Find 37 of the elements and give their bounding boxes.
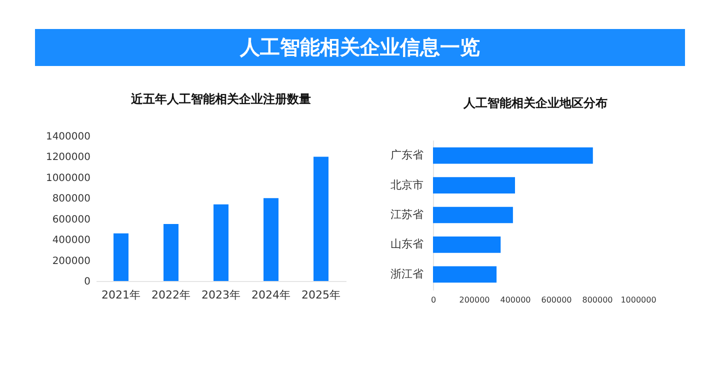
x-tick-label: 2025年 [302, 288, 340, 302]
chart-title: 近五年人工智能相关企业注册数量 [130, 92, 311, 106]
x-tick-label: 2023年 [202, 288, 240, 302]
bar [164, 224, 178, 281]
x-tick-label: 0 [430, 296, 436, 304]
y-tick-label: 800000 [52, 194, 90, 205]
y-tick-label: 广东省 [390, 148, 424, 162]
x-tick-label: 600000 [541, 296, 572, 304]
y-tick-label: 200000 [52, 256, 90, 267]
bar [433, 177, 515, 194]
y-tick-label: 400000 [52, 235, 90, 246]
bar [264, 198, 278, 281]
text: 人工智能相关企业信息一览 [35, 29, 685, 66]
y-tick-label: 600000 [52, 214, 90, 226]
bar [433, 266, 497, 283]
y-tick-label: 北京市 [390, 178, 424, 192]
y-tick-label: 1200000 [46, 152, 90, 164]
y-tick-label: 1000000 [46, 172, 90, 184]
bar [433, 206, 513, 224]
chart-title: 人工智能相关企业地区分布 [462, 96, 608, 110]
bar [314, 156, 328, 281]
bar [114, 233, 128, 281]
x-tick-label: 400000 [500, 296, 531, 304]
y-tick-label: 1400000 [46, 132, 90, 142]
x-tick-label: 2021年 [102, 288, 140, 302]
x-tick-label: 1000000 [620, 296, 656, 304]
y-tick-label: 浙江省 [390, 267, 424, 280]
y-tick-label: 山东省 [390, 238, 424, 251]
bar [433, 236, 501, 253]
x-tick-label: 2024年 [252, 288, 290, 302]
y-tick-label: 0 [84, 276, 90, 288]
x-tick-label: 2022年 [152, 288, 190, 302]
bar [214, 204, 228, 281]
y-tick-label: 江苏省 [390, 208, 424, 221]
bar [433, 147, 593, 164]
x-tick-label: 800000 [582, 296, 613, 304]
x-tick-label: 200000 [459, 296, 490, 304]
